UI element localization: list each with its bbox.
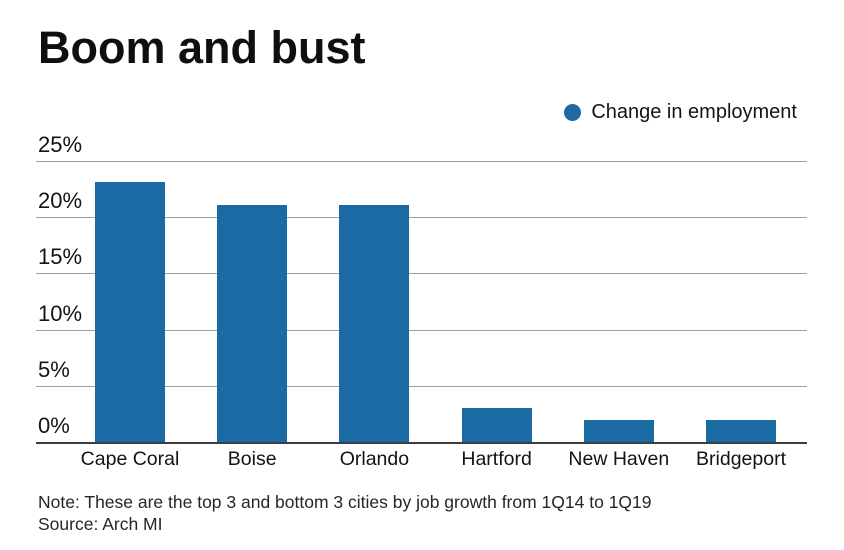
x-tick-label: Bridgeport — [696, 448, 786, 470]
gridline — [36, 161, 807, 162]
gridline — [36, 217, 807, 219]
footnote-block: Note: These are the top 3 and bottom 3 c… — [38, 492, 652, 535]
x-tick-label: Cape Coral — [80, 448, 180, 470]
gridline — [36, 329, 807, 331]
y-tick-label: 20% — [38, 188, 83, 214]
bar-cape-coral — [95, 182, 165, 442]
chart-title: Boom and bust — [38, 22, 366, 73]
legend: Change in employment — [564, 101, 797, 124]
plot-area: 0% 5% 10% 15% 20% 25% Cape Coral Boise Orlando Ha… — [36, 134, 807, 470]
gridline — [36, 273, 807, 275]
bar-orlando — [339, 204, 410, 442]
source-text: Source: Arch MI — [38, 513, 163, 534]
bar-new-haven — [583, 419, 654, 442]
x-tick-label: Orlando — [339, 448, 410, 470]
gridline — [36, 385, 807, 387]
x-tick-label: Hartford — [461, 448, 532, 470]
bar-boise — [217, 204, 288, 442]
y-tick-label: 15% — [38, 244, 83, 270]
y-tick-label: 25% — [38, 132, 83, 157]
x-tick-label: Boise — [227, 448, 277, 470]
bar-bridgeport — [706, 419, 776, 442]
legend-label: Change in employment — [591, 101, 797, 123]
y-tick-label: 0% — [38, 413, 70, 438]
legend-dot-icon — [564, 104, 582, 121]
y-tick-label: 5% — [38, 356, 70, 382]
note-text: Note: These are the top 3 and bottom 3 c… — [38, 492, 652, 512]
y-tick-label: 10% — [38, 300, 83, 326]
bar-hartford — [461, 408, 532, 442]
x-tick-label: New Haven — [568, 448, 670, 470]
